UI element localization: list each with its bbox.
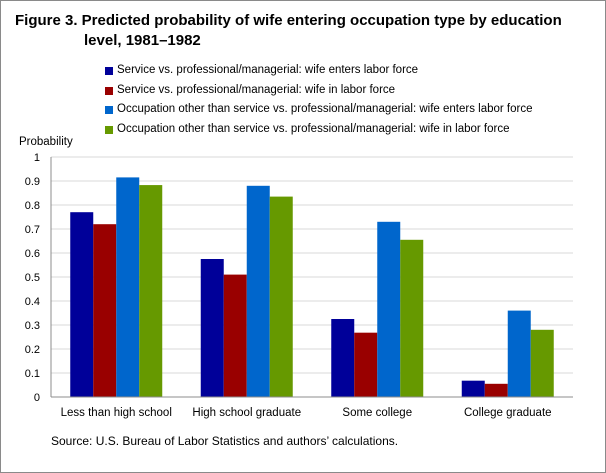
chart-title-line-2: level, 1981–1982 <box>84 32 201 49</box>
bar-1-2 <box>200 259 224 397</box>
bar-4-3 <box>400 239 424 397</box>
legend-label-series-3: Occupation other than service vs. profes… <box>117 103 533 115</box>
bar-1-4 <box>461 380 485 397</box>
bar-2-2 <box>223 274 247 397</box>
bar-1-3 <box>331 319 355 397</box>
legend-label-series-4: Occupation other than service vs. profes… <box>117 122 510 135</box>
bar-3-3 <box>377 221 401 397</box>
bar-3-2 <box>246 185 270 397</box>
x-tick-label-3: Some college <box>342 407 412 419</box>
y-tick-label-5: 0.5 <box>25 272 40 284</box>
y-tick-label-4: 0.4 <box>25 296 40 308</box>
legend-swatch-series-3 <box>105 106 113 114</box>
legend-label-series-2: Service vs. professional/managerial: wif… <box>117 83 396 96</box>
source-note: Source: U.S. Bureau of Labor Statistics … <box>51 434 399 448</box>
bar-2-1 <box>93 224 117 397</box>
bar-4-4 <box>530 329 554 397</box>
bar-2-3 <box>354 332 378 397</box>
bar-4-2 <box>269 196 293 397</box>
y-tick-label-1: 0.1 <box>25 368 40 380</box>
legend-swatch-series-2 <box>105 86 113 95</box>
bar-2-4 <box>484 383 508 397</box>
y-tick-label-8: 0.8 <box>25 200 40 212</box>
y-axis-label: Probability <box>19 136 73 148</box>
legend-swatch-series-4 <box>105 125 113 134</box>
bar-1-1 <box>70 212 94 397</box>
y-tick-label-2: 0.2 <box>25 344 40 356</box>
x-tick-label-2: High school graduate <box>192 407 301 419</box>
y-tick-label-3: 0.3 <box>25 320 40 332</box>
legend-label-series-1: Service vs. professional/managerial: wif… <box>117 64 419 76</box>
legend-swatch-series-1 <box>105 67 113 75</box>
x-tick-label-4: College graduate <box>464 407 552 419</box>
bar-3-1 <box>116 177 140 397</box>
y-tick-label-6: 0.6 <box>25 248 40 260</box>
x-tick-label-1: Less than high school <box>61 407 172 419</box>
y-tick-label-9: 0.9 <box>25 176 40 188</box>
y-tick-label-10: 1 <box>34 152 40 164</box>
bar-3-4 <box>507 310 531 397</box>
y-tick-label-7: 0.7 <box>25 224 40 236</box>
chart-title-line-1: Figure 3. Predicted probability of wife … <box>15 12 562 29</box>
y-tick-label-0: 0 <box>34 392 40 404</box>
bar-4-1 <box>139 185 163 397</box>
